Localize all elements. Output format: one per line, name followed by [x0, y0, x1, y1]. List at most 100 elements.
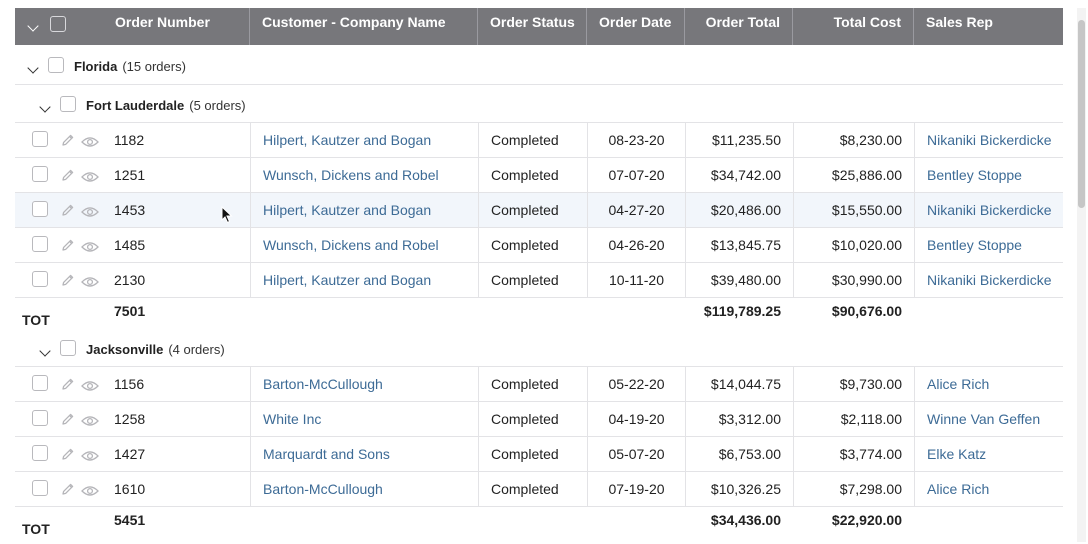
pencil-icon[interactable] [61, 168, 75, 185]
pencil-icon[interactable] [61, 447, 75, 464]
table-row[interactable]: 1156 Barton-McCullough Completed 05-22-20 $1… [15, 367, 1063, 402]
table-row[interactable]: 1258 White Inc Completed 04-19-20 $3,312.00 $… [15, 402, 1063, 437]
customer-link[interactable]: Wunsch, Dickens and Robel [250, 158, 478, 192]
total-cost-cell: $7,298.00 [793, 472, 914, 506]
customer-link[interactable]: Barton-McCullough [250, 367, 478, 401]
row-checkbox[interactable] [32, 201, 48, 217]
sales-rep-link[interactable]: Nikaniki Bickerdicke [914, 263, 1063, 297]
order-date-cell: 04-26-20 [587, 228, 685, 262]
row-checkbox[interactable] [32, 166, 48, 182]
eye-icon[interactable] [81, 275, 99, 291]
order-date-cell: 05-07-20 [587, 437, 685, 471]
customer-link[interactable]: Hilpert, Kautzer and Bogan [250, 123, 478, 157]
column-header-total-cost[interactable]: Total Cost [793, 8, 914, 45]
customer-link[interactable]: Wunsch, Dickens and Robel [250, 228, 478, 262]
row-checkbox[interactable] [32, 131, 48, 147]
subgroup-checkbox[interactable] [60, 340, 76, 356]
column-header-sales-rep[interactable]: Sales Rep [926, 14, 993, 30]
collapse-all-chevron-down-icon[interactable] [27, 17, 39, 33]
order-total-cell: $10,326.25 [685, 472, 793, 506]
order-date-cell: 04-19-20 [587, 402, 685, 436]
eye-icon[interactable] [81, 414, 99, 430]
pencil-icon[interactable] [61, 482, 75, 499]
order-number-cell: 1610 [114, 481, 146, 497]
order-status-cell: Completed [478, 123, 587, 157]
eye-icon[interactable] [81, 379, 99, 395]
scrollbar-thumb[interactable] [1078, 20, 1085, 208]
row-checkbox[interactable] [32, 480, 48, 496]
total-cost-cell: $8,230.00 [793, 123, 914, 157]
subgroup-label: Fort Lauderdale (5 orders) [86, 97, 246, 113]
eye-icon[interactable] [81, 484, 99, 500]
subgroup-row-city: Jacksonville (4 orders) [15, 329, 1063, 367]
eye-icon[interactable] [81, 449, 99, 465]
table-row[interactable]: 1182 Hilpert, Kautzer and Bogan Completed 0… [15, 123, 1063, 158]
totals-row: TOT 5451 $34,436.00 $22,920.00 [15, 507, 1063, 538]
eye-icon[interactable] [81, 205, 99, 221]
totals-order-number-sum: 5451 [114, 511, 146, 528]
row-checkbox[interactable] [32, 410, 48, 426]
customer-link[interactable]: Hilpert, Kautzer and Bogan [250, 193, 478, 227]
total-cost-cell: $2,118.00 [793, 402, 914, 436]
total-cost-cell: $30,990.00 [793, 263, 914, 297]
column-header-order-total[interactable]: Order Total [685, 8, 793, 45]
sales-rep-link[interactable]: Alice Rich [914, 472, 1063, 506]
customer-link[interactable]: Barton-McCullough [250, 472, 478, 506]
column-header-order-date[interactable]: Order Date [587, 8, 685, 45]
table-row[interactable]: 2130 Hilpert, Kautzer and Bogan Completed 1… [15, 263, 1063, 298]
row-checkbox[interactable] [32, 271, 48, 287]
pencil-icon[interactable] [61, 377, 75, 394]
expand-subgroup-chevron-down-icon[interactable] [39, 98, 51, 114]
order-status-cell: Completed [478, 228, 587, 262]
order-status-cell: Completed [478, 402, 587, 436]
order-date-cell: 08-23-20 [587, 123, 685, 157]
table-row[interactable]: 1251 Wunsch, Dickens and Robel Completed 07… [15, 158, 1063, 193]
totals-label: TOT [22, 311, 50, 328]
sales-rep-link[interactable]: Bentley Stoppe [914, 228, 1063, 262]
eye-icon[interactable] [81, 240, 99, 256]
expand-group-chevron-down-icon[interactable] [27, 59, 39, 75]
sales-rep-link[interactable]: Bentley Stoppe [914, 158, 1063, 192]
order-total-cell: $13,845.75 [685, 228, 793, 262]
sales-rep-link[interactable]: Elke Katz [914, 437, 1063, 471]
order-date-cell: 04-27-20 [587, 193, 685, 227]
column-header-order-number[interactable]: Order Number [103, 8, 250, 45]
table-row[interactable]: 1485 Wunsch, Dickens and Robel Completed 04… [15, 228, 1063, 263]
table-row[interactable]: 1427 Marquardt and Sons Completed 05-07-20 $… [15, 437, 1063, 472]
order-status-cell: Completed [478, 472, 587, 506]
order-status-cell: Completed [478, 158, 587, 192]
sales-rep-link[interactable]: Nikaniki Bickerdicke [914, 123, 1063, 157]
pencil-icon[interactable] [61, 238, 75, 255]
order-total-cell: $14,044.75 [685, 367, 793, 401]
row-checkbox[interactable] [32, 375, 48, 391]
table-row[interactable]: 1610 Barton-McCullough Completed 07-19-20 $1… [15, 472, 1063, 507]
pencil-icon[interactable] [61, 133, 75, 150]
order-total-cell: $6,753.00 [685, 437, 793, 471]
pencil-icon[interactable] [61, 273, 75, 290]
total-cost-cell: $3,774.00 [793, 437, 914, 471]
sales-rep-link[interactable]: Nikaniki Bickerdicke [914, 193, 1063, 227]
subgroup-checkbox[interactable] [60, 96, 76, 112]
select-all-checkbox[interactable] [50, 16, 66, 32]
group-checkbox[interactable] [48, 57, 64, 73]
expand-subgroup-chevron-down-icon[interactable] [39, 342, 51, 358]
orders-grid: Order Number Customer - Company Name Ord… [15, 8, 1063, 537]
table-row[interactable]: 1453 Hilpert, Kautzer and Bogan Completed 0… [15, 193, 1063, 228]
subgroup-row-city: Fort Lauderdale (5 orders) [15, 85, 1063, 123]
sales-rep-link[interactable]: Winne Van Geffen [914, 402, 1063, 436]
pencil-icon[interactable] [61, 412, 75, 429]
pencil-icon[interactable] [61, 203, 75, 220]
customer-link[interactable]: White Inc [250, 402, 478, 436]
column-header-customer[interactable]: Customer - Company Name [250, 8, 478, 45]
eye-icon[interactable] [81, 170, 99, 186]
customer-link[interactable]: Marquardt and Sons [250, 437, 478, 471]
row-checkbox[interactable] [32, 445, 48, 461]
column-header-order-status[interactable]: Order Status [478, 8, 587, 45]
row-checkbox[interactable] [32, 236, 48, 252]
eye-icon[interactable] [81, 135, 99, 151]
customer-link[interactable]: Hilpert, Kautzer and Bogan [250, 263, 478, 297]
order-total-cell: $11,235.50 [685, 123, 793, 157]
vertical-scrollbar[interactable] [1077, 8, 1086, 542]
subgroup-count: (4 orders) [168, 342, 225, 357]
sales-rep-link[interactable]: Alice Rich [914, 367, 1063, 401]
